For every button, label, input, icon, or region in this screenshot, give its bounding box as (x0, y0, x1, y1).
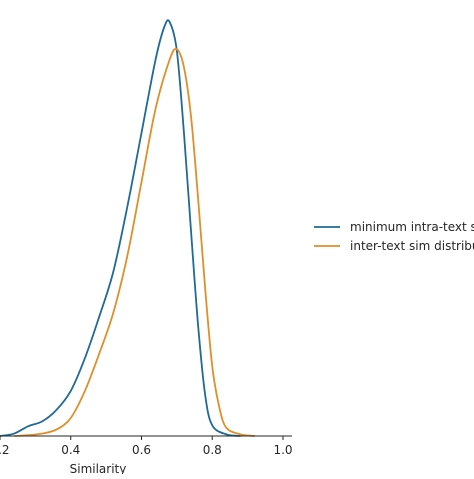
legend-label-2: inter-text sim distribution (350, 239, 474, 253)
legend-label-1: minimum intra-text sim distribution (350, 220, 474, 234)
x-tick-label-1: 0.2 (0, 443, 10, 457)
x-tick-label-5: 1.0 (273, 443, 292, 457)
plot-area (0, 19, 255, 437)
x-axis-label: Similarity (70, 462, 127, 474)
x-tick-label-4: 0.8 (203, 443, 222, 457)
series-line-2 (14, 48, 255, 437)
series-line-1 (0, 19, 241, 437)
x-tick-label-2: 0.4 (61, 443, 80, 457)
legend: minimum intra-text sim distribution inter… (314, 220, 474, 253)
x-axis: 0.2 0.4 0.6 0.8 1.0 (0, 435, 293, 457)
x-tick-label-3: 0.6 (132, 443, 151, 457)
